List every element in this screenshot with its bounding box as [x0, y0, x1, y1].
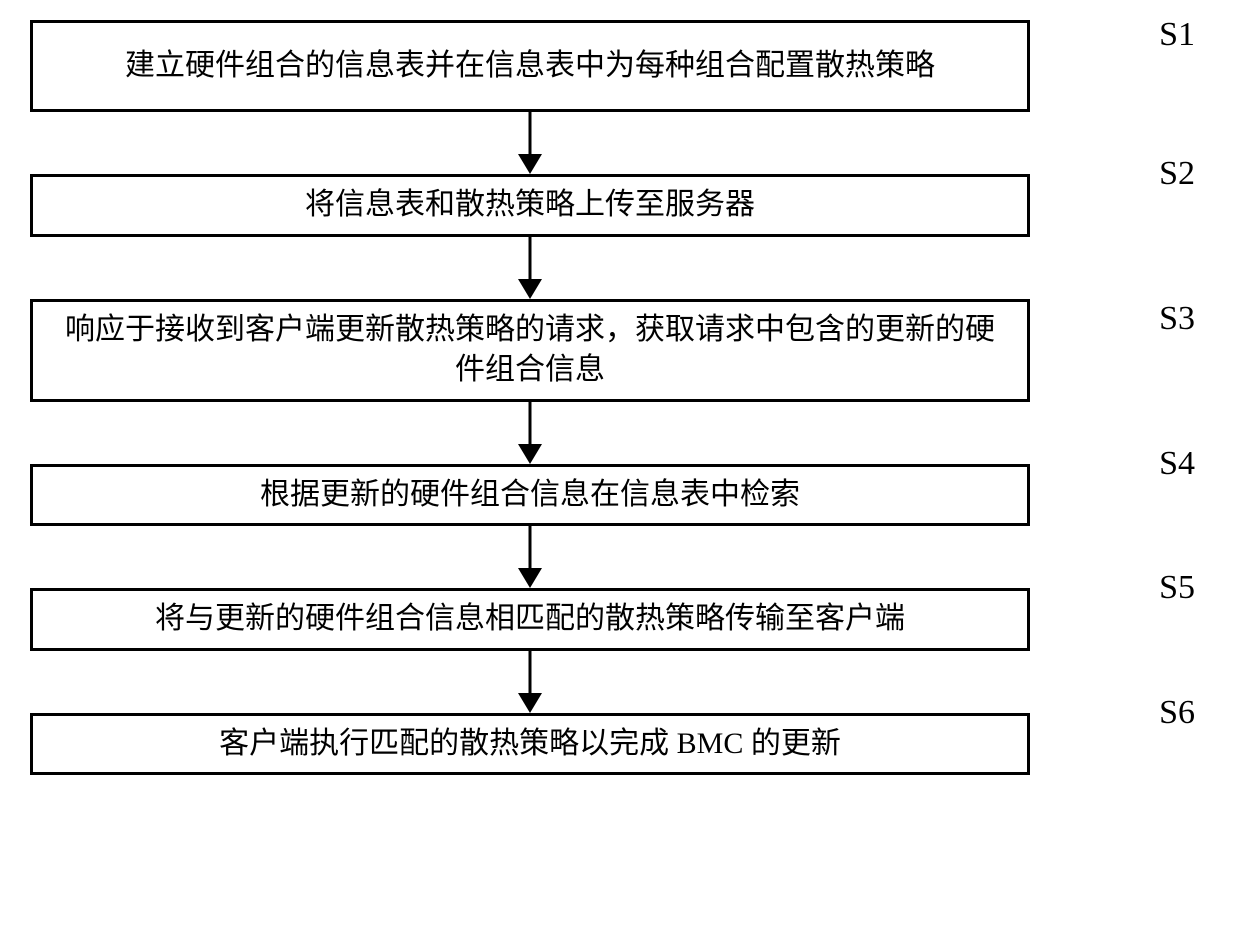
flowchart-step: 根据更新的硬件组合信息在信息表中检索S4 — [30, 464, 1210, 527]
step-label-connector: S2 — [1045, 175, 1195, 235]
step-label-connector: S3 — [1045, 320, 1195, 380]
arrow-down-icon — [30, 112, 1030, 174]
step-box: 客户端执行匹配的散热策略以完成 BMC 的更新 — [30, 713, 1030, 776]
flowchart-container: 建立硬件组合的信息表并在信息表中为每种组合配置散热策略S1 将信息表和散热策略上传… — [30, 20, 1210, 775]
step-label-connector: S4 — [1045, 465, 1195, 525]
arrow-down-icon — [30, 402, 1030, 464]
step-label-connector: S5 — [1045, 589, 1195, 649]
step-label: S4 — [1159, 445, 1195, 483]
step-label: S3 — [1159, 300, 1195, 338]
step-label: S5 — [1159, 569, 1195, 607]
arrow-down-icon — [30, 651, 1030, 713]
step-box: 响应于接收到客户端更新散热策略的请求，获取请求中包含的更新的硬件组合信息 — [30, 299, 1030, 402]
flowchart-step: 将信息表和散热策略上传至服务器S2 — [30, 174, 1210, 237]
step-box: 根据更新的硬件组合信息在信息表中检索 — [30, 464, 1030, 527]
flowchart-step: 客户端执行匹配的散热策略以完成 BMC 的更新S6 — [30, 713, 1210, 776]
step-box: 将与更新的硬件组合信息相匹配的散热策略传输至客户端 — [30, 588, 1030, 651]
step-label: S6 — [1159, 694, 1195, 732]
flowchart-step: 建立硬件组合的信息表并在信息表中为每种组合配置散热策略S1 — [30, 20, 1210, 112]
step-label-connector: S1 — [1045, 36, 1195, 96]
step-label: S2 — [1159, 155, 1195, 193]
flowchart-step: 将与更新的硬件组合信息相匹配的散热策略传输至客户端S5 — [30, 588, 1210, 651]
step-label-connector: S6 — [1045, 714, 1195, 774]
arrow-down-icon — [30, 526, 1030, 588]
step-box: 将信息表和散热策略上传至服务器 — [30, 174, 1030, 237]
arrow-down-icon — [30, 237, 1030, 299]
step-box: 建立硬件组合的信息表并在信息表中为每种组合配置散热策略 — [30, 20, 1030, 112]
flowchart-step: 响应于接收到客户端更新散热策略的请求，获取请求中包含的更新的硬件组合信息S3 — [30, 299, 1210, 402]
step-label: S1 — [1159, 16, 1195, 54]
